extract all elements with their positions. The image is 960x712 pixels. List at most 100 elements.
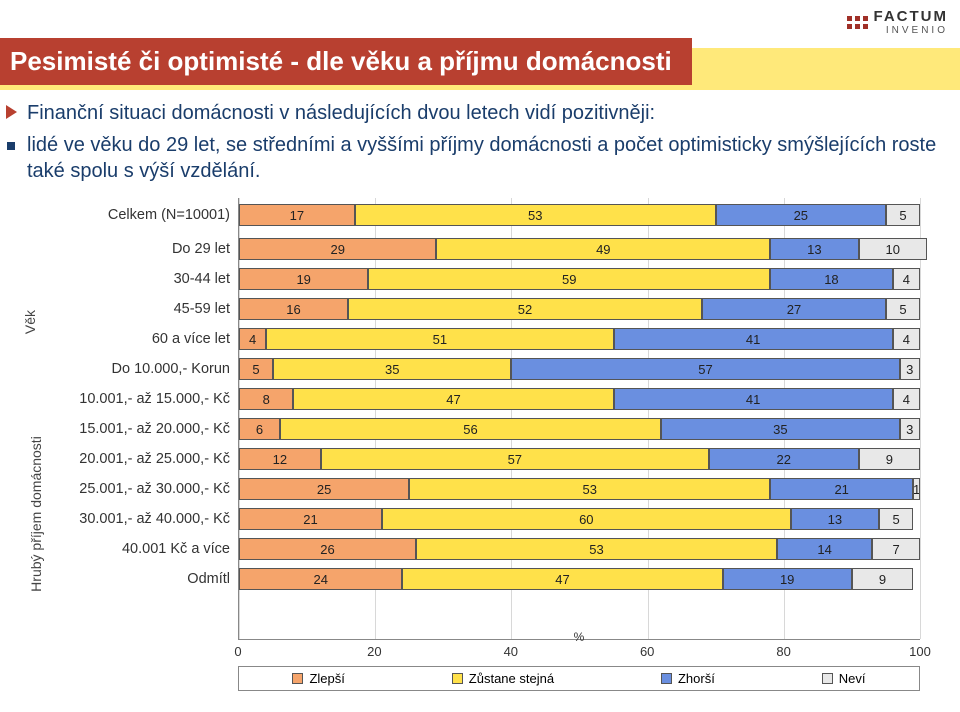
bar-segment: 9 xyxy=(852,568,913,590)
bar-segment: 41 xyxy=(614,388,893,410)
bar-segment: 4 xyxy=(893,328,920,350)
x-tick: 20 xyxy=(367,644,381,659)
bar-segment: 51 xyxy=(266,328,613,350)
bar-row: 29491310 xyxy=(239,238,927,260)
x-tick: 80 xyxy=(776,644,790,659)
bar-segment: 10 xyxy=(859,238,927,260)
bar-segment: 41 xyxy=(614,328,893,350)
bar-segment: 5 xyxy=(879,508,913,530)
bar-segment: 14 xyxy=(777,538,872,560)
bar-segment: 47 xyxy=(293,388,613,410)
legend-label: Neví xyxy=(839,671,866,686)
bar-label: 25.001,- až 30.000,- Kč xyxy=(79,482,230,497)
bar-segment: 1 xyxy=(913,478,920,500)
bullet-sub-row: lidé ve věku do 29 let, se středními a v… xyxy=(6,132,946,184)
bar-segment: 8 xyxy=(239,388,293,410)
gridline xyxy=(920,198,921,639)
bar-segment: 29 xyxy=(239,238,436,260)
bar-label: 30-44 let xyxy=(174,272,230,287)
bar-segment: 4 xyxy=(239,328,266,350)
bar-segment: 53 xyxy=(416,538,777,560)
bar-segment: 6 xyxy=(239,418,280,440)
bar-segment: 53 xyxy=(409,478,770,500)
bar-label: 60 a více let xyxy=(152,332,230,347)
bar-segment: 57 xyxy=(321,448,709,470)
legend-item: Zůstane stejná xyxy=(452,671,554,686)
bar-segment: 3 xyxy=(900,418,920,440)
bar-segment: 21 xyxy=(239,508,382,530)
chart: Celkem (N=10001)Do 29 let30-44 let45-59 … xyxy=(20,198,940,698)
bar-segment: 16 xyxy=(239,298,348,320)
legend-item: Zlepší xyxy=(292,671,344,686)
bar-segment: 25 xyxy=(716,204,886,226)
bar-segment: 22 xyxy=(709,448,859,470)
arrow-right-icon xyxy=(6,105,17,119)
bar-row: 451414 xyxy=(239,328,920,350)
bar-row: 1959184 xyxy=(239,268,920,290)
bullet-list: Finanční situaci domácnosti v následujíc… xyxy=(6,100,946,190)
bar-label: 45-59 let xyxy=(174,302,230,317)
bar-segment: 5 xyxy=(239,358,273,380)
bar-segment: 4 xyxy=(893,268,920,290)
bullet-sub-text: lidé ve věku do 29 let, se středními a v… xyxy=(27,132,946,184)
x-axis-unit: % xyxy=(574,630,585,644)
bar-segment: 9 xyxy=(859,448,920,470)
bar-segment: 57 xyxy=(511,358,899,380)
legend-swatch xyxy=(822,673,833,684)
bar-row: 656353 xyxy=(239,418,920,440)
legend-item: Zhorší xyxy=(661,671,715,686)
bar-segment: 19 xyxy=(239,268,368,290)
bar-segment: 7 xyxy=(872,538,920,560)
bar-segment: 12 xyxy=(239,448,321,470)
bar-segment: 59 xyxy=(368,268,770,290)
bar-segment: 27 xyxy=(702,298,886,320)
bullet-main-row: Finanční situaci domácnosti v následujíc… xyxy=(6,100,946,126)
bar-segment: 13 xyxy=(791,508,880,530)
bar-label: 40.001 Kč a více xyxy=(122,542,230,557)
bar-row: 535573 xyxy=(239,358,920,380)
x-tick: 100 xyxy=(909,644,931,659)
legend-label: Zhorší xyxy=(678,671,715,686)
brand-logo: FACTUM INVENIO xyxy=(847,8,949,36)
bar-segment: 3 xyxy=(900,358,920,380)
bar-row: 2553211 xyxy=(239,478,920,500)
bar-label: 10.001,- až 15.000,- Kč xyxy=(79,392,230,407)
logo-dots-icon xyxy=(847,16,868,29)
bullet-main-text: Finanční situaci domácnosti v následujíc… xyxy=(27,100,655,126)
bar-segment: 49 xyxy=(436,238,770,260)
y-axis-group-income: Hrubý příjem domácnosti xyxy=(28,436,44,592)
bar-segment: 47 xyxy=(402,568,722,590)
bar-segment: 35 xyxy=(661,418,899,440)
x-tick: 60 xyxy=(640,644,654,659)
bar-segment: 56 xyxy=(280,418,661,440)
brand-name: FACTUM xyxy=(874,8,949,25)
bar-row: 1652275 xyxy=(239,298,920,320)
chart-legend: Zlepší Zůstane stejná Zhorší Neví xyxy=(238,666,920,691)
bar-segment: 24 xyxy=(239,568,402,590)
bar-segment: 5 xyxy=(886,298,920,320)
bar-segment: 25 xyxy=(239,478,409,500)
bar-label: Odmítl xyxy=(187,572,230,587)
bars-region: 1753255294913101959184165227545141453557… xyxy=(238,198,920,640)
bar-row: 1753255 xyxy=(239,204,920,226)
bar-row: 2653147 xyxy=(239,538,920,560)
brand-subtitle: INVENIO xyxy=(874,25,949,36)
bar-label: 15.001,- až 20.000,- Kč xyxy=(79,422,230,437)
bar-label: 30.001,- až 40.000,- Kč xyxy=(79,512,230,527)
bar-segment: 60 xyxy=(382,508,791,530)
bar-row: 1257229 xyxy=(239,448,920,470)
bar-label: 20.001,- až 25.000,- Kč xyxy=(79,452,230,467)
bar-label: Do 10.000,- Korun xyxy=(112,362,231,377)
bar-row: 847414 xyxy=(239,388,920,410)
bar-label: Celkem (N=10001) xyxy=(108,208,230,223)
bar-segment: 4 xyxy=(893,388,920,410)
legend-swatch xyxy=(661,673,672,684)
bar-row: 2160135 xyxy=(239,508,913,530)
bar-segment: 17 xyxy=(239,204,355,226)
y-axis-group-age: Věk xyxy=(22,310,38,334)
bar-segment: 5 xyxy=(886,204,920,226)
bar-segment: 26 xyxy=(239,538,416,560)
legend-item: Neví xyxy=(822,671,866,686)
bar-segment: 35 xyxy=(273,358,511,380)
x-tick: 0 xyxy=(234,644,241,659)
